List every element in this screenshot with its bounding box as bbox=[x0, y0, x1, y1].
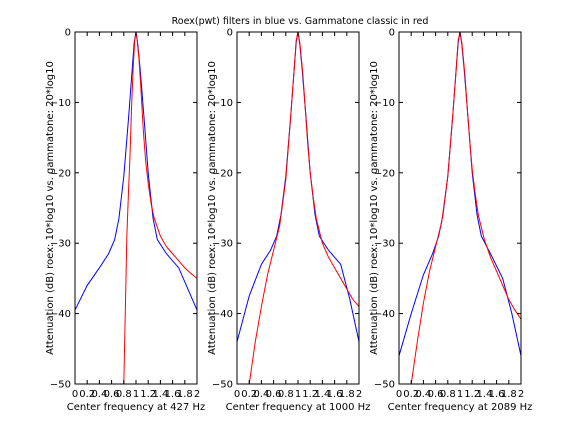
x-tick-label: 2 bbox=[194, 389, 200, 400]
x-tick-label: 1.4 bbox=[476, 389, 492, 400]
y-axis-label: Attenuation (dB) roex: 10*log10 vs. gamm… bbox=[369, 61, 380, 355]
x-tick-label: 0.8 bbox=[116, 389, 132, 400]
x-tick-label: 0.2 bbox=[79, 389, 95, 400]
x-tick-label: 1 bbox=[133, 389, 139, 400]
x-tick-label: 1.6 bbox=[489, 389, 505, 400]
x-tick-label: 1 bbox=[457, 389, 463, 400]
x-tick-label: 0.2 bbox=[403, 389, 419, 400]
x-tick-label: 0.2 bbox=[241, 389, 257, 400]
x-tick-label: 1.8 bbox=[501, 389, 517, 400]
y-axis-label: Attenuation (dB) roex: 10*log10 vs. gamm… bbox=[45, 61, 56, 355]
y-tick-label: −10 bbox=[374, 98, 395, 109]
x-tick-label: 0 bbox=[234, 389, 240, 400]
y-tick-label: −50 bbox=[50, 380, 71, 391]
y-tick-label: −40 bbox=[50, 309, 71, 320]
roex-line bbox=[237, 32, 359, 342]
x-tick-label: 1.6 bbox=[327, 389, 343, 400]
plot-area bbox=[75, 32, 197, 384]
y-tick-label: −20 bbox=[212, 168, 233, 179]
x-tick-label: 0.6 bbox=[428, 389, 444, 400]
plot-area bbox=[399, 32, 521, 384]
y-tick-label: −40 bbox=[374, 309, 395, 320]
x-tick-label: 1.2 bbox=[464, 389, 480, 400]
x-tick-label: 2 bbox=[356, 389, 362, 400]
x-tick-label: 1.4 bbox=[314, 389, 330, 400]
y-tick-label: −50 bbox=[212, 380, 233, 391]
y-tick-label: −10 bbox=[212, 98, 233, 109]
roex-line bbox=[75, 32, 197, 311]
figure-title: Roex(pwt) filters in blue vs. Gammatone … bbox=[172, 16, 429, 27]
y-tick-label: −20 bbox=[50, 168, 71, 179]
x-tick-label: 0.4 bbox=[91, 389, 107, 400]
x-tick-label: 1.2 bbox=[140, 389, 156, 400]
x-tick-label: 0 bbox=[72, 389, 78, 400]
x-tick-label: 2 bbox=[518, 389, 524, 400]
subplot-2: 0 0.20.40.60.8 1 1.21.41.61.8 20−10−20−30−40… bbox=[207, 28, 370, 414]
y-tick-label: −30 bbox=[374, 239, 395, 250]
x-tick-label: 1.2 bbox=[302, 389, 318, 400]
x-tick-label: 1.8 bbox=[177, 389, 193, 400]
x-tick-label: 0.6 bbox=[104, 389, 120, 400]
y-tick-label: 0 bbox=[389, 28, 395, 39]
y-tick-label: −50 bbox=[374, 380, 395, 391]
x-tick-label: 0.8 bbox=[278, 389, 294, 400]
x-tick-label: 1 bbox=[295, 389, 301, 400]
y-axis-label: Attenuation (dB) roex: 10*log10 vs. gamm… bbox=[207, 61, 218, 355]
x-tick-label: 0.8 bbox=[440, 389, 456, 400]
y-tick-label: 0 bbox=[65, 28, 71, 39]
y-tick-label: −10 bbox=[50, 98, 71, 109]
y-tick-label: −30 bbox=[212, 239, 233, 250]
x-axis-label: Center frequency at 1000 Hz bbox=[226, 402, 371, 413]
y-tick-label: −40 bbox=[212, 309, 233, 320]
x-axis-label: Center frequency at 427 Hz bbox=[67, 402, 205, 413]
x-tick-label: 0.4 bbox=[415, 389, 431, 400]
x-axis-label: Center frequency at 2089 Hz bbox=[388, 402, 533, 413]
gammatone-line bbox=[248, 32, 359, 384]
x-tick-label: 0.6 bbox=[266, 389, 282, 400]
subplot-1: 0 0.20.40.60.8 1 1.21.41.61.8 20−10−20−30−40… bbox=[45, 28, 205, 414]
x-tick-label: 1.4 bbox=[152, 389, 168, 400]
gammatone-line bbox=[410, 32, 521, 384]
x-tick-label: 1.8 bbox=[339, 389, 355, 400]
x-tick-label: 1.6 bbox=[165, 389, 181, 400]
y-tick-label: −20 bbox=[374, 168, 395, 179]
plot-area bbox=[237, 32, 359, 384]
x-tick-label: 0.4 bbox=[253, 389, 269, 400]
y-tick-label: −30 bbox=[50, 239, 71, 250]
subplot-3: 0 0.20.40.60.8 1 1.21.41.61.8 20−10−20−30−40… bbox=[369, 28, 532, 414]
gammatone-line bbox=[123, 32, 197, 384]
x-tick-label: 0 bbox=[396, 389, 402, 400]
y-tick-label: 0 bbox=[227, 28, 233, 39]
